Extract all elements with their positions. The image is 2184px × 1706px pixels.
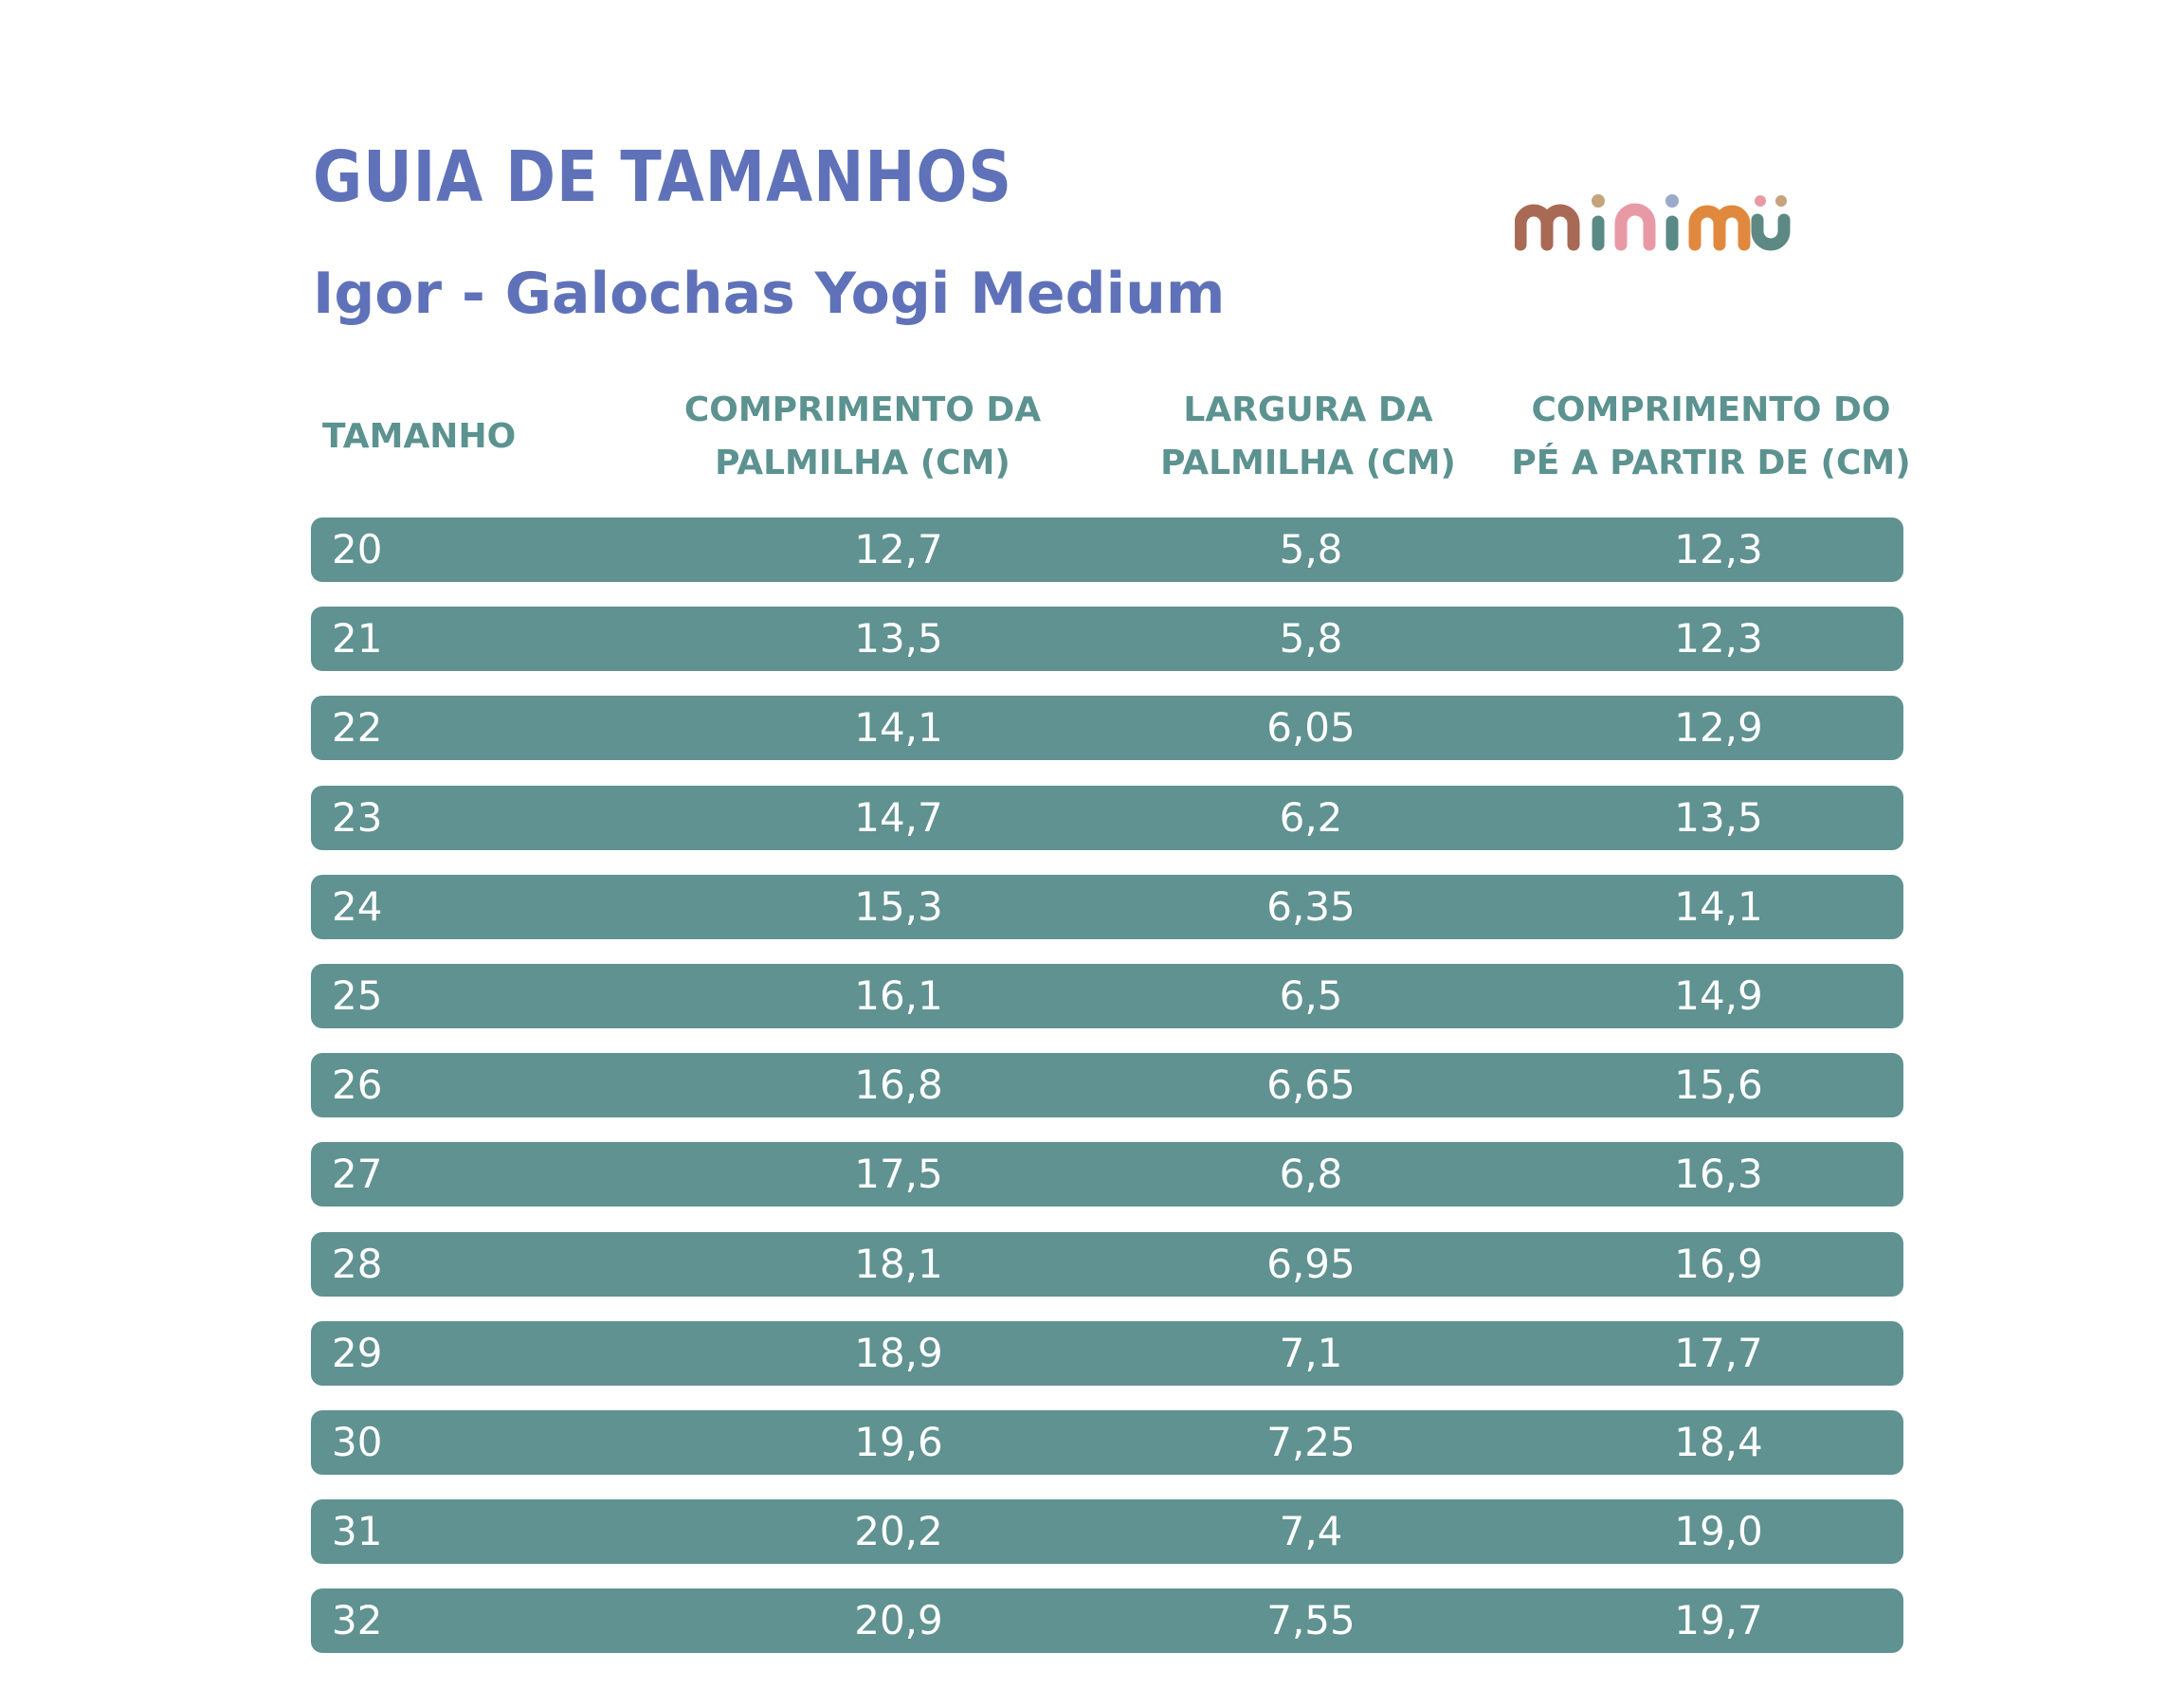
header-foot-length: COMPRIMENTO DO PÉ A PARTIR DE (CM): [1511, 390, 1911, 482]
cell-foot-length: 12,3: [1674, 526, 1763, 572]
cell-size: 23: [332, 794, 383, 841]
cell-insole-width: 6,2: [1279, 794, 1343, 841]
cell-size: 31: [332, 1508, 383, 1554]
table-row: 24 15,3 6,35 14,1: [311, 875, 1903, 939]
cell-insole-width: 5,8: [1279, 526, 1343, 572]
cell-insole-length: 18,1: [854, 1241, 943, 1287]
cell-insole-width: 5,8: [1279, 615, 1343, 662]
cell-insole-width: 7,4: [1279, 1508, 1343, 1554]
cell-size: 26: [332, 1062, 383, 1108]
logo-letter-n: [1614, 203, 1656, 251]
table-row: 26 16,8 6,65 15,6: [311, 1053, 1903, 1117]
cell-insole-width: 6,65: [1266, 1062, 1356, 1108]
table-row: 27 17,5 6,8 16,3: [311, 1142, 1903, 1207]
table-row: 29 18,9 7,1 17,7: [311, 1321, 1903, 1386]
cell-insole-length: 17,5: [854, 1151, 943, 1197]
table-row: 20 12,7 5,8 12,3: [311, 517, 1903, 582]
header-size: TAMANHO: [322, 417, 517, 456]
logo-dot-1: [1592, 194, 1605, 208]
cell-foot-length: 19,0: [1674, 1508, 1763, 1554]
table-row: 25 16,1 6,5 14,9: [311, 964, 1903, 1028]
cell-insole-width: 6,8: [1279, 1151, 1343, 1197]
logo-dot-4: [1775, 195, 1787, 207]
cell-size: 27: [332, 1151, 383, 1197]
table-row: 23 14,7 6,2 13,5: [311, 786, 1903, 850]
page-title: GUIA DE TAMANHOS: [313, 136, 1012, 218]
cell-foot-length: 17,7: [1674, 1330, 1763, 1376]
cell-insole-length: 14,7: [854, 794, 943, 841]
cell-foot-length: 12,9: [1674, 704, 1763, 751]
cell-size: 21: [332, 615, 383, 662]
cell-insole-width: 6,05: [1266, 704, 1356, 751]
cell-foot-length: 18,4: [1674, 1419, 1763, 1465]
table-row: 30 19,6 7,25 18,4: [311, 1410, 1903, 1475]
table-header: TAMANHO COMPRIMENTO DA PALMILHA (CM) LAR…: [0, 384, 2184, 498]
product-subtitle: Igor - Galochas Yogi Medium: [313, 261, 1226, 327]
header-insole-width: LARGURA DA PALMILHA (CM): [1160, 390, 1456, 482]
logo-dot-2: [1665, 194, 1679, 208]
table-row: 22 14,1 6,05 12,9: [311, 696, 1903, 760]
cell-foot-length: 14,9: [1674, 972, 1763, 1019]
cell-foot-length: 16,3: [1674, 1151, 1763, 1197]
cell-size: 20: [332, 526, 383, 572]
cell-size: 32: [332, 1597, 383, 1643]
cell-size: 29: [332, 1330, 383, 1376]
cell-size: 25: [332, 972, 383, 1019]
cell-insole-length: 16,8: [854, 1062, 943, 1108]
table-row: 21 13,5 5,8 12,3: [311, 607, 1903, 671]
cell-insole-width: 7,25: [1266, 1419, 1356, 1465]
cell-insole-width: 7,55: [1266, 1597, 1356, 1643]
header-insole-length: COMPRIMENTO DA PALMILHA (CM): [683, 390, 1042, 482]
cell-insole-width: 6,35: [1266, 883, 1356, 930]
table-row: 32 20,9 7,55 19,7: [311, 1588, 1903, 1653]
cell-foot-length: 15,6: [1674, 1062, 1763, 1108]
cell-insole-length: 12,7: [854, 526, 943, 572]
cell-insole-length: 20,2: [854, 1508, 943, 1554]
logo-dot-3: [1755, 195, 1766, 207]
cell-insole-width: 7,1: [1279, 1330, 1343, 1376]
cell-size: 30: [332, 1419, 383, 1465]
cell-size: 24: [332, 883, 383, 930]
cell-foot-length: 14,1: [1674, 883, 1763, 930]
cell-foot-length: 13,5: [1674, 794, 1763, 841]
cell-foot-length: 19,7: [1674, 1597, 1763, 1643]
logo-letter-m-2: [1688, 205, 1751, 251]
table-row: 31 20,2 7,4 19,0: [311, 1499, 1903, 1564]
cell-foot-length: 12,3: [1674, 615, 1763, 662]
logo-letter-u: [1751, 213, 1791, 251]
cell-insole-length: 15,3: [854, 883, 943, 930]
cell-insole-width: 6,95: [1266, 1241, 1356, 1287]
logo-letter-m-1: [1515, 204, 1580, 251]
cell-size: 22: [332, 704, 383, 751]
cell-insole-width: 6,5: [1279, 972, 1343, 1019]
cell-insole-length: 20,9: [854, 1597, 943, 1643]
cell-insole-length: 14,1: [854, 704, 943, 751]
cell-foot-length: 16,9: [1674, 1241, 1763, 1287]
cell-insole-length: 13,5: [854, 615, 943, 662]
cell-size: 28: [332, 1241, 383, 1287]
brand-logo: [1515, 194, 1791, 251]
cell-insole-length: 18,9: [854, 1330, 943, 1376]
cell-insole-length: 16,1: [854, 972, 943, 1019]
cell-insole-length: 19,6: [854, 1419, 943, 1465]
table-row: 28 18,1 6,95 16,9: [311, 1232, 1903, 1297]
